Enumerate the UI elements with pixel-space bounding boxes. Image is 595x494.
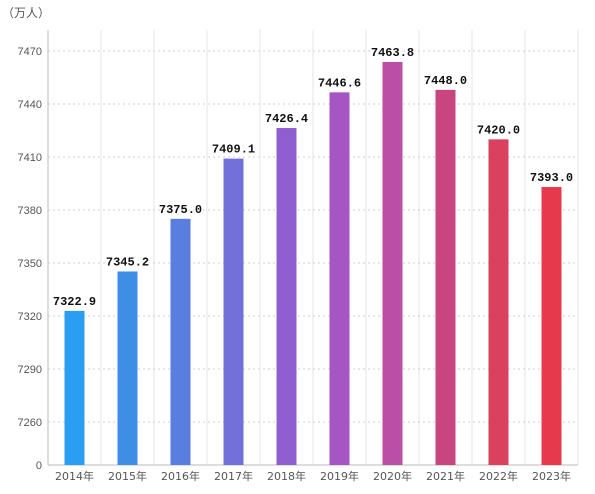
y-tick-label: 7320 — [18, 311, 42, 323]
value-label: 7420.0 — [477, 123, 520, 137]
value-label: 7393.0 — [530, 171, 573, 185]
value-label: 7448.0 — [424, 74, 467, 88]
x-tick-label: 2019年 — [320, 469, 359, 483]
x-tick-label: 2021年 — [426, 469, 465, 483]
x-tick-label: 2022年 — [479, 469, 518, 483]
y-tick-label: 7410 — [18, 152, 42, 164]
y-axis-tick-labels: 0 7260 7290 7320 7350 7380 7410 7440 7470 — [18, 46, 42, 472]
x-tick-label: 2017年 — [214, 469, 253, 483]
x-tick-label: 2018年 — [267, 469, 306, 483]
bar — [541, 187, 562, 466]
x-axis-tick-labels: 2014年 2015年 2016年 2017年 2018年 2019年 2020年 2021年… — [55, 469, 571, 483]
value-label: 7446.6 — [318, 76, 361, 90]
bar — [276, 128, 297, 465]
bar — [329, 92, 350, 465]
x-tick-label: 2020年 — [373, 469, 412, 483]
bar — [488, 139, 509, 466]
x-tick-label: 2015年 — [108, 469, 147, 483]
value-label: 7409.1 — [212, 143, 255, 157]
bar — [435, 89, 456, 465]
value-label: 7426.4 — [265, 112, 308, 126]
y-tick-label: 7260 — [18, 417, 42, 429]
y-axis-unit: （万人） — [2, 6, 50, 20]
y-tick-label: 7350 — [18, 258, 42, 270]
bar — [382, 61, 403, 465]
value-label: 7463.8 — [371, 46, 414, 60]
value-label: 7345.2 — [106, 255, 149, 269]
y-tick-label: 7470 — [18, 46, 42, 58]
y-tick-label: 7380 — [18, 205, 42, 217]
y-tick-label: 7290 — [18, 364, 42, 376]
x-tick-label: 2016年 — [161, 469, 200, 483]
y-tick-label: 0 — [36, 460, 42, 472]
y-tick-label: 7440 — [18, 99, 42, 111]
bar — [64, 310, 85, 465]
bar — [117, 271, 138, 465]
value-labels: 7322.9 7345.2 7375.0 7409.1 7426.4 7446.6 7463… — [51, 44, 574, 310]
x-tick-label: 2023年 — [532, 469, 571, 483]
value-label: 7375.0 — [159, 203, 202, 217]
bar — [170, 218, 191, 465]
bars — [64, 61, 562, 466]
x-tick-label: 2014年 — [55, 469, 94, 483]
value-label: 7322.9 — [53, 295, 96, 309]
bar — [223, 158, 244, 465]
